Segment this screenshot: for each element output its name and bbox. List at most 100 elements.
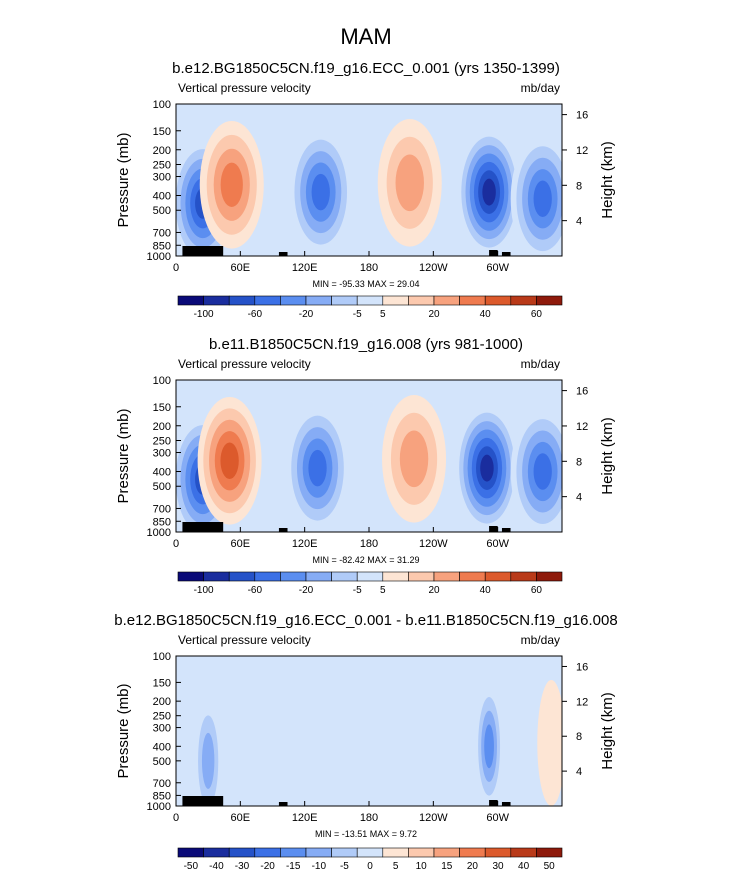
colorbar-label: 40 bbox=[518, 861, 530, 872]
height-axis-label: Height (km) bbox=[599, 692, 616, 770]
colorbar-swatch bbox=[484, 571, 512, 582]
pressure-tick-label: 850 bbox=[153, 240, 171, 252]
pressure-tick-label: 200 bbox=[153, 145, 171, 157]
pressure-tick-label: 200 bbox=[153, 421, 171, 433]
longitude-tick-label: 180 bbox=[360, 538, 378, 550]
terrain-mask-1 bbox=[182, 796, 224, 806]
longitude-tick-label: 0 bbox=[173, 538, 179, 550]
pressure-tick-label: 300 bbox=[153, 448, 171, 460]
colorbar-swatch bbox=[536, 847, 563, 858]
colorbar-swatch bbox=[331, 571, 358, 582]
colorbar-swatch bbox=[510, 571, 537, 582]
pressure-tick-label: 700 bbox=[153, 503, 171, 515]
longitude-tick-label: 120E bbox=[292, 538, 318, 550]
colorbar-swatch bbox=[356, 295, 384, 306]
colorbar-swatch bbox=[254, 847, 281, 858]
variable-label: Vertical pressure velocity bbox=[178, 357, 311, 371]
contour-field bbox=[176, 656, 562, 806]
colorbar-label: -20 bbox=[299, 585, 314, 596]
min-max-stats: MIN = -82.42 MAX = 31.29 bbox=[312, 555, 419, 565]
height-tick-label: 8 bbox=[576, 456, 582, 468]
colorbar-swatch bbox=[203, 847, 230, 858]
pressure-tick-label: 200 bbox=[153, 696, 171, 708]
colorbar-label: 5 bbox=[380, 309, 386, 320]
pressure-tick-label: 100 bbox=[153, 375, 171, 387]
colorbar-label: -10 bbox=[312, 861, 327, 872]
longitude-tick-label: 180 bbox=[360, 812, 378, 824]
pressure-tick-label: 150 bbox=[153, 677, 171, 689]
units-label: mb/day bbox=[521, 81, 560, 95]
colorbar-swatch bbox=[459, 571, 486, 582]
colorbar-label: -60 bbox=[248, 585, 263, 596]
colorbar-label: 20 bbox=[467, 861, 479, 872]
colorbar: -50 -40 -30 -20 -15 -10 -5 0 5 10 15 20 30 40 50 bbox=[177, 847, 563, 872]
page-title: MAM bbox=[340, 24, 391, 49]
colorbar-label: 10 bbox=[416, 861, 428, 872]
colorbar-swatch bbox=[484, 847, 512, 858]
variable-label: Vertical pressure velocity bbox=[178, 633, 311, 647]
contour-band-4-3 bbox=[399, 430, 429, 488]
colorbar-swatch bbox=[408, 295, 435, 306]
chart-panel-2: b.e11.B1850C5CN.f19_g16.008 (yrs 981-100… bbox=[115, 336, 616, 596]
pressure-axis-label: Pressure (mb) bbox=[115, 408, 132, 503]
terrain-mask-4 bbox=[501, 252, 511, 256]
colorbar-swatch bbox=[280, 847, 307, 858]
colorbar-swatch bbox=[305, 847, 332, 858]
height-axis-label: Height (km) bbox=[599, 141, 616, 219]
colorbar-label: 60 bbox=[531, 585, 543, 596]
colorbar-swatch bbox=[408, 847, 435, 858]
chart-title: b.e11.B1850C5CN.f19_g16.008 (yrs 981-100… bbox=[209, 336, 523, 353]
colorbar: -100 -60 -20 -5 5 20 40 60 bbox=[177, 571, 563, 596]
pressure-tick-label: 100 bbox=[153, 99, 171, 111]
pressure-tick-label: 150 bbox=[153, 402, 171, 414]
height-tick-label: 16 bbox=[576, 386, 588, 398]
colorbar-swatch bbox=[356, 571, 384, 582]
colorbar-swatch bbox=[433, 295, 460, 306]
colorbar-swatch bbox=[382, 295, 409, 306]
longitude-tick-label: 60W bbox=[486, 812, 509, 824]
colorbar-swatch bbox=[254, 295, 281, 306]
terrain-mask-3 bbox=[489, 250, 498, 256]
colorbar-swatch bbox=[356, 847, 384, 858]
colorbar-swatch bbox=[459, 295, 486, 306]
pressure-tick-label: 400 bbox=[153, 467, 171, 479]
contour-band-5-7 bbox=[480, 454, 494, 482]
variable-label: Vertical pressure velocity bbox=[178, 81, 311, 95]
terrain-mask-2 bbox=[278, 802, 288, 806]
colorbar-swatch bbox=[177, 847, 204, 858]
colorbar-label: -100 bbox=[194, 309, 214, 320]
terrain-mask-1 bbox=[182, 246, 224, 256]
pressure-tick-label: 500 bbox=[153, 756, 171, 768]
colorbar-swatch bbox=[280, 571, 307, 582]
pressure-axis-label: Pressure (mb) bbox=[115, 132, 132, 227]
colorbar-swatch bbox=[228, 295, 256, 306]
units-label: mb/day bbox=[521, 633, 560, 647]
terrain-mask-4 bbox=[501, 802, 511, 806]
longitude-tick-label: 120W bbox=[419, 538, 448, 550]
longitude-tick-label: 60W bbox=[486, 538, 509, 550]
height-tick-label: 8 bbox=[576, 180, 582, 192]
colorbar-label: -5 bbox=[353, 309, 362, 320]
colorbar-swatch bbox=[280, 295, 307, 306]
pressure-tick-label: 700 bbox=[153, 227, 171, 239]
pressure-tick-label: 100 bbox=[153, 651, 171, 663]
contour-band-2-1 bbox=[537, 679, 562, 806]
colorbar-swatch bbox=[382, 571, 409, 582]
chart-panel-1: b.e12.BG1850C5CN.f19_g16.ECC_0.001 (yrs … bbox=[115, 60, 616, 320]
colorbar-label: -5 bbox=[340, 861, 349, 872]
terrain-mask-4 bbox=[501, 528, 511, 532]
colorbar-swatch bbox=[459, 847, 486, 858]
colorbar-label: -60 bbox=[248, 309, 263, 320]
colorbar-label: -5 bbox=[353, 585, 362, 596]
pressure-tick-label: 850 bbox=[153, 516, 171, 528]
contour-band-6-5 bbox=[533, 453, 552, 490]
colorbar-swatch bbox=[433, 571, 460, 582]
chart-title: b.e12.BG1850C5CN.f19_g16.ECC_0.001 (yrs … bbox=[172, 60, 560, 77]
colorbar-swatch bbox=[382, 847, 409, 858]
contour-band-2-5 bbox=[220, 442, 239, 480]
longitude-tick-label: 60E bbox=[231, 812, 251, 824]
contour-band-3-5 bbox=[311, 173, 330, 211]
colorbar-label: 20 bbox=[428, 309, 440, 320]
colorbar-label: 30 bbox=[492, 861, 504, 872]
